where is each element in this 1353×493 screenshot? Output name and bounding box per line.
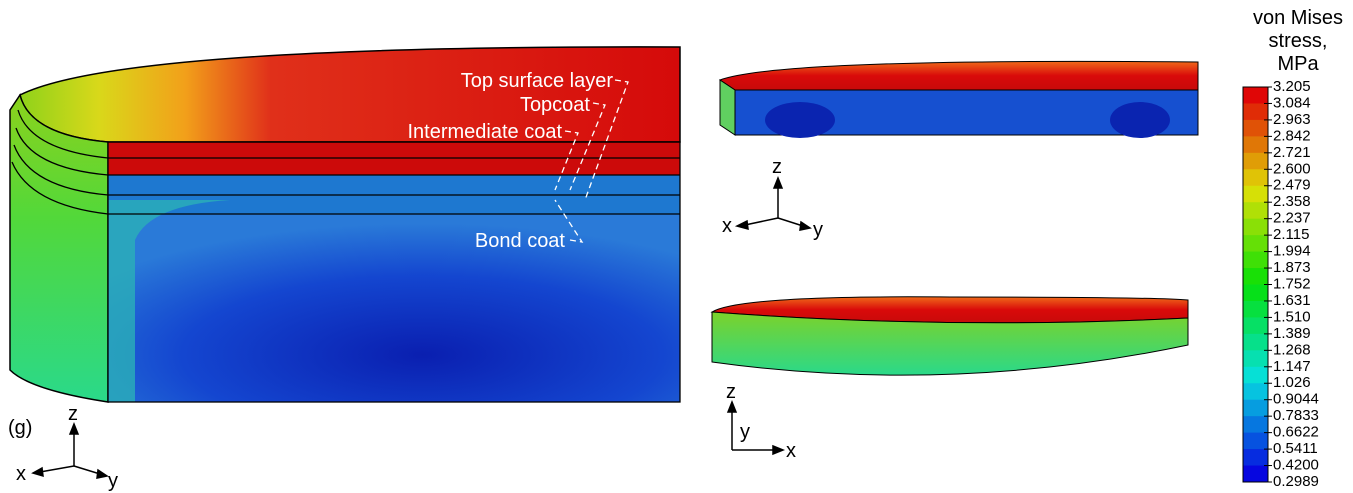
- colorbar-label: 0.4200: [1273, 457, 1319, 474]
- annotation: Top surface layer: [461, 70, 614, 92]
- axis-label: y: [740, 421, 750, 443]
- colorbar-band: [1243, 186, 1268, 203]
- colorbar-label: 2.721: [1273, 144, 1311, 161]
- colorbar-label: 2.600: [1273, 160, 1311, 177]
- colorbar-band: [1243, 169, 1268, 186]
- colorbar-title: von Mises: [1253, 7, 1343, 29]
- side-face: [10, 95, 108, 402]
- stress-spot: [765, 102, 835, 138]
- colorbar-band: [1243, 202, 1268, 219]
- colorbar-label: 1.752: [1273, 275, 1311, 292]
- colorbar-label: 1.631: [1273, 292, 1311, 309]
- colorbar-label: 2.358: [1273, 193, 1311, 210]
- colorbar-band: [1243, 252, 1268, 269]
- figure: Top surface layer Topcoat Intermediate c…: [0, 0, 1353, 493]
- colorbar-label: 0.5411: [1273, 440, 1318, 457]
- annotation: Intermediate coat: [407, 121, 562, 143]
- axis-label: x: [786, 440, 796, 462]
- colorbar-label: 1.510: [1273, 308, 1311, 325]
- annotation: Bond coat: [475, 230, 566, 252]
- colorbar-label: 3.084: [1273, 94, 1311, 111]
- colorbar-band: [1243, 120, 1268, 137]
- colorbar-label: 1.389: [1273, 325, 1311, 342]
- front-substrate: [108, 214, 680, 402]
- colorbar-title: MPa: [1277, 53, 1319, 75]
- colorbar-band: [1243, 136, 1268, 153]
- colorbar-band: [1243, 383, 1268, 400]
- colorbar-band: [1243, 367, 1268, 384]
- model-side-view: [712, 297, 1188, 375]
- colorbar-band: [1243, 466, 1268, 483]
- axis-label: z: [772, 156, 782, 178]
- axis-label: x: [16, 463, 26, 485]
- colorbar-band: [1243, 400, 1268, 417]
- colorbar-label: 0.9044: [1273, 391, 1319, 408]
- colorbar-label: 2.963: [1273, 111, 1311, 128]
- axis-label: y: [813, 219, 823, 241]
- colorbar-band: [1243, 334, 1268, 351]
- colorbar-band: [1243, 285, 1268, 302]
- colorbar-label: 2.115: [1273, 226, 1309, 243]
- colorbar-label: 1.147: [1273, 358, 1311, 375]
- colorbar-title: stress,: [1269, 30, 1328, 52]
- colorbar-label: 1.873: [1273, 259, 1311, 276]
- axis-label: y: [108, 470, 118, 492]
- colorbar-label: 2.842: [1273, 127, 1311, 144]
- disc-top: [720, 61, 1198, 90]
- colorbar-label: 2.237: [1273, 210, 1311, 227]
- model-main: Top surface layer Topcoat Intermediate c…: [10, 47, 680, 402]
- colorbar-band: [1243, 449, 1268, 466]
- colorbar-band: [1243, 416, 1268, 433]
- colorbar-label: 1.994: [1273, 243, 1311, 260]
- panel-label: (g): [8, 417, 32, 439]
- colorbar-band: [1243, 301, 1268, 318]
- colorbar-band: [1243, 235, 1268, 252]
- stress-spot: [1110, 102, 1170, 138]
- disc-side: [720, 80, 735, 135]
- colorbar-band: [1243, 87, 1268, 104]
- colorbar: von Mises stress, MPa 3.2053.0842.9632.8…: [1243, 7, 1343, 490]
- colorbar-label: 3.205: [1273, 78, 1311, 95]
- annotation: Topcoat: [520, 94, 590, 116]
- axis-label: z: [68, 403, 78, 425]
- colorbar-label: 2.479: [1273, 177, 1311, 194]
- axis-label: x: [722, 215, 732, 237]
- colorbar-band: [1243, 103, 1268, 120]
- colorbar-band: [1243, 268, 1268, 285]
- colorbar-label: 0.6622: [1273, 424, 1319, 441]
- axis-label: z: [726, 381, 736, 403]
- colorbar-band: [1243, 317, 1268, 334]
- colorbar-band: [1243, 433, 1268, 450]
- colorbar-band: [1243, 153, 1268, 170]
- colorbar-band: [1243, 219, 1268, 236]
- colorbar-label: 0.7833: [1273, 407, 1319, 424]
- colorbar-label: 1.268: [1273, 341, 1311, 358]
- colorbar-band: [1243, 350, 1268, 367]
- model-top-view: [720, 61, 1198, 138]
- colorbar-label: 0.2989: [1273, 473, 1319, 490]
- colorbar-label: 1.026: [1273, 374, 1311, 391]
